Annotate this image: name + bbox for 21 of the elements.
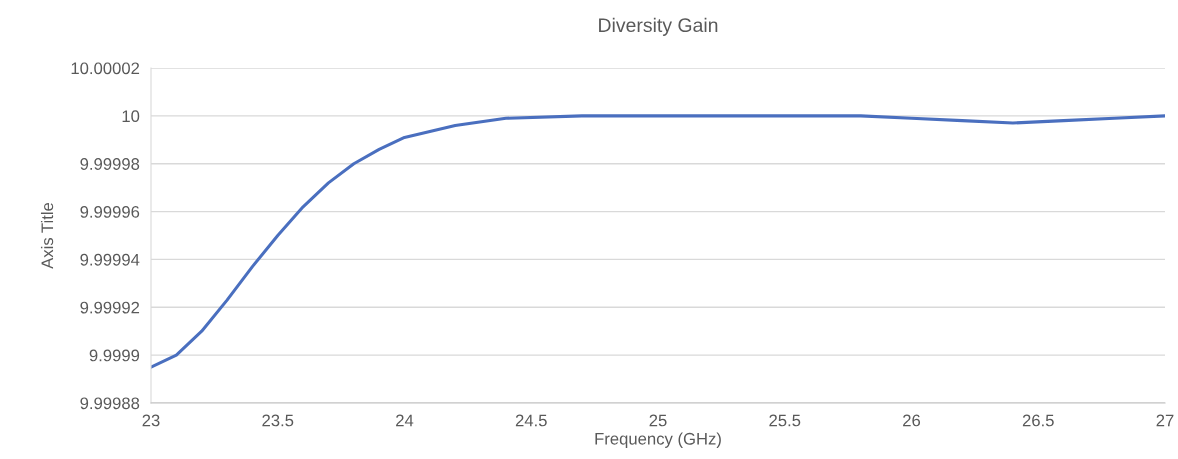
x-tick-label: 23.5 [262,414,294,427]
x-tick-label: 27 [1156,414,1174,427]
y-tick-label: 9.99996 [80,205,140,218]
x-tick-label: 25.5 [769,414,801,427]
y-tick-label: 10 [122,110,140,123]
x-tick-label: 25 [649,414,667,427]
line-series [151,114,1165,369]
y-tick-label: 9.99994 [80,253,140,266]
x-tick-label: 24.5 [515,414,547,427]
x-tick-label: 24 [396,414,414,427]
chart-title: Diversity Gain [599,17,718,36]
y-tick-label: 9.99992 [80,301,140,314]
x-tick-label: 26 [903,414,921,427]
x-tick-label: 23 [142,414,160,427]
y-tick-label: 9.99998 [80,158,140,170]
x-tick-label: 26.5 [1022,414,1054,427]
x-axis-title: Frequency (GHz) [595,432,721,448]
y-tick-label: 9.99988 [80,397,140,410]
y-axis-title: Axis Title [40,202,54,269]
y-tick-label: 10.00002 [71,62,140,75]
y-tick-label: 9.9999 [89,349,140,362]
